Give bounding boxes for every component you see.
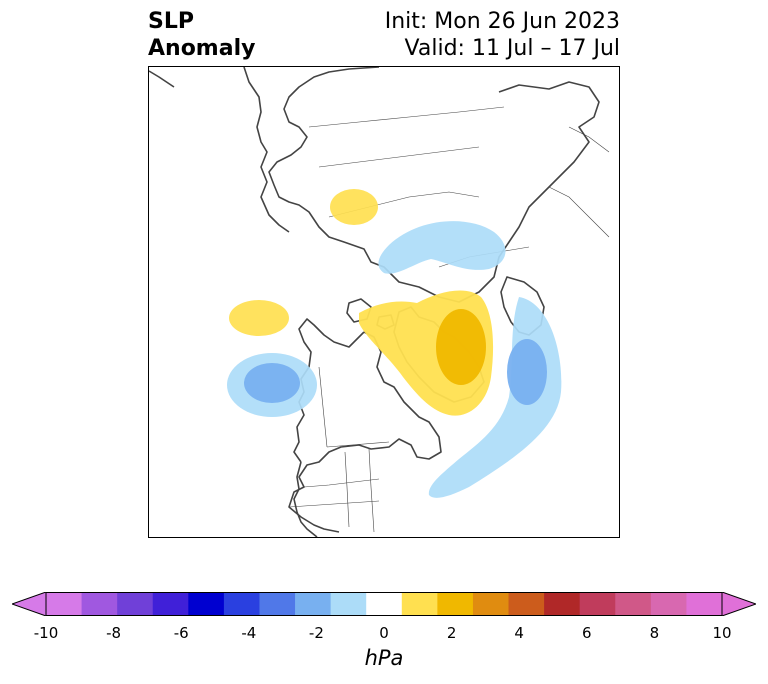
colorbar-tick-label: 4 bbox=[514, 624, 524, 642]
colorbar-bin bbox=[579, 592, 616, 616]
colorbar-tick-label: 2 bbox=[446, 624, 457, 642]
colorbar-extend-over bbox=[721, 592, 756, 616]
colorbar-bin bbox=[650, 592, 687, 616]
colorbar-tick-label: -8 bbox=[106, 624, 122, 642]
map-panel bbox=[148, 66, 620, 538]
colorbar-tick-label: -6 bbox=[173, 624, 189, 642]
map-dates: Init: Mon 26 Jun 2023 Valid: 11 Jul – 17… bbox=[385, 8, 620, 62]
map-svg bbox=[149, 67, 610, 537]
colorbar-bin bbox=[472, 592, 510, 616]
colorbar-bin bbox=[508, 592, 545, 616]
map-title: SLP Anomaly bbox=[148, 8, 255, 62]
colorbar-bin bbox=[117, 592, 154, 616]
colorbar-tick-label: 6 bbox=[582, 624, 592, 642]
colorbar-bin bbox=[259, 592, 296, 616]
colorbar-tick-label: 8 bbox=[649, 624, 660, 642]
colorbar-tick-label: -10 bbox=[33, 624, 59, 642]
init-date-label: Init: Mon 26 Jun 2023 bbox=[384, 9, 620, 34]
colorbar-bin bbox=[188, 592, 225, 616]
colorbar-tick-label: -4 bbox=[241, 624, 257, 642]
colorbar-bin bbox=[295, 592, 332, 616]
coastlines bbox=[149, 67, 600, 537]
colorbar bbox=[12, 592, 756, 616]
colorbar-bin bbox=[401, 592, 438, 616]
colorbar-bin bbox=[81, 592, 118, 616]
colorbar-extend-under bbox=[12, 592, 47, 616]
colorbar-tick-label: 10 bbox=[712, 624, 732, 642]
colorbar-bin bbox=[686, 592, 723, 616]
colorbar-tick-label: 0 bbox=[379, 624, 389, 642]
colorbar-bin bbox=[330, 592, 367, 616]
colorbar-bin bbox=[615, 592, 652, 616]
colorbar-frame bbox=[45, 592, 723, 616]
title-line-1: SLP bbox=[148, 9, 194, 34]
colorbar-bin bbox=[437, 592, 474, 616]
valid-range-label: Valid: 11 Jul – 17 Jul bbox=[404, 36, 620, 61]
colorbar-unit-label: hPa bbox=[364, 646, 404, 670]
colorbar-bin bbox=[544, 592, 581, 616]
anomaly-contours bbox=[227, 189, 562, 498]
colorbar-bin bbox=[152, 592, 189, 616]
colorbar-bin bbox=[366, 592, 403, 616]
colorbar-bin bbox=[223, 592, 260, 616]
colorbar-bin bbox=[46, 592, 83, 616]
colorbar-tick-label: -2 bbox=[308, 624, 324, 642]
title-line-2: Anomaly bbox=[148, 36, 256, 61]
